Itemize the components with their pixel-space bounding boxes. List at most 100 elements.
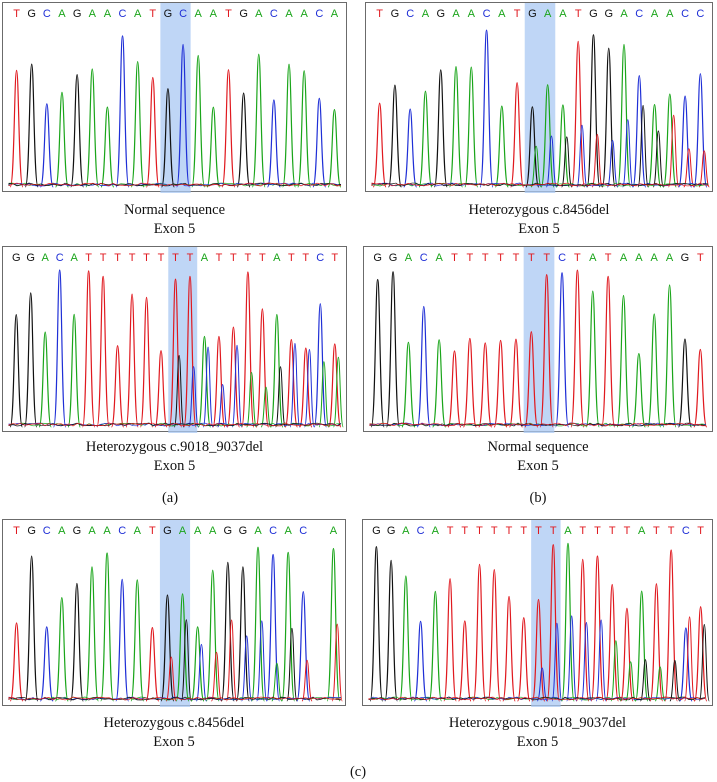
secondary-peak-C-13 <box>202 346 214 428</box>
base-call-T-12: T <box>550 525 557 537</box>
caption-line-2: Exon 5 <box>516 734 559 750</box>
caption-het-9018del-middle-left: Heterozygous c.9018_9037del Exon 5 <box>2 438 347 476</box>
base-call-A-11: A <box>179 525 187 537</box>
secondary-peak-G-17 <box>637 105 649 188</box>
base-call-A-18: A <box>273 252 281 264</box>
peak-C-17 <box>266 553 281 702</box>
base-call-T-16: T <box>245 252 252 264</box>
peak-C-17 <box>632 75 647 188</box>
secondary-peak-A-17 <box>260 386 272 428</box>
peak-A-13 <box>561 542 575 702</box>
caption-line-2: Exon 5 <box>153 734 195 750</box>
baseline-noise-T <box>371 182 709 187</box>
peak-T-17 <box>255 308 270 428</box>
peak-T-14 <box>221 69 236 188</box>
peak-T-7 <box>478 342 493 428</box>
peak-G-1 <box>24 555 39 702</box>
base-call-T-11: T <box>535 525 542 537</box>
peak-C-20 <box>312 97 327 188</box>
base-call-A-2: A <box>42 252 50 264</box>
base-call-C-3: C <box>420 252 428 264</box>
peak-T-13 <box>571 40 586 188</box>
peak-G-0 <box>9 313 23 428</box>
peak-C-2 <box>39 103 54 188</box>
caption-line-1: Heterozygous c.8456del <box>103 715 245 731</box>
peak-T-9 <box>502 595 516 702</box>
peak-A-18 <box>282 63 296 188</box>
peak-A-3 <box>418 90 433 188</box>
caption-line-1: Normal sequence <box>123 202 226 218</box>
base-call-A-13: A <box>209 525 217 537</box>
secondary-peak-G-18 <box>275 366 286 428</box>
base-call-T-7: T <box>476 525 483 537</box>
peak-G-4 <box>433 69 448 188</box>
caption-het-8456del-top-right: Heterozygous c.8456del Exon 5 <box>365 201 713 239</box>
peak-C-7 <box>479 29 494 188</box>
base-call-G-15: G <box>239 525 248 537</box>
base-call-G-1: G <box>389 252 398 264</box>
peak-A-16 <box>616 43 632 188</box>
peak-T-10 <box>516 617 531 702</box>
secondary-peak-C-15 <box>606 139 619 188</box>
secondary-peak-T-21 <box>698 150 710 188</box>
peak-A-21 <box>326 547 341 702</box>
peak-T-12 <box>183 275 197 428</box>
base-call-A-4: A <box>435 252 443 264</box>
peak-G-10 <box>160 594 175 702</box>
secondary-peak-C-15 <box>241 635 253 702</box>
base-call-T-19: T <box>653 525 660 537</box>
secondary-peak-G-20 <box>669 659 681 702</box>
group-label-a: (a) <box>161 490 179 506</box>
base-call-C-2: C <box>43 525 51 537</box>
peak-T-22 <box>328 343 342 428</box>
peak-T-20 <box>664 549 678 702</box>
secondary-peak-C-16 <box>622 119 634 188</box>
peak-G-1 <box>387 84 402 188</box>
base-call-A-6: A <box>468 8 476 20</box>
base-call-A-12: A <box>195 8 203 20</box>
base-call-T-8: T <box>497 252 504 264</box>
base-call-T-13: T <box>575 8 582 20</box>
baseline-noise-G <box>8 182 342 187</box>
base-call-A-16: A <box>255 8 263 20</box>
secondary-peak-G-18 <box>639 659 651 702</box>
base-call-C-21: C <box>316 252 324 264</box>
peak-A-13 <box>205 569 220 702</box>
highlight-region <box>159 520 191 707</box>
secondary-peak-G-11 <box>173 354 185 428</box>
base-call-G-10: G <box>528 8 537 20</box>
peak-T-7 <box>472 563 487 702</box>
peak-G-10 <box>525 106 540 188</box>
secondary-peak-C-14 <box>580 622 592 702</box>
peak-T-0 <box>372 102 387 188</box>
secondary-peak-G-18 <box>652 130 664 188</box>
base-call-A-5: A <box>452 8 460 20</box>
base-call-A-18: A <box>638 525 646 537</box>
peak-T-13 <box>570 269 585 428</box>
peak-T-5 <box>443 578 457 702</box>
secondary-peak-A-17 <box>625 661 637 702</box>
baseline-noise-G <box>8 422 342 427</box>
peak-C-7 <box>115 35 130 188</box>
baseline-noise-T <box>8 182 342 187</box>
secondary-peak-T-21 <box>684 616 696 702</box>
peak-C-2 <box>39 626 54 702</box>
base-call-C-11: C <box>179 8 187 20</box>
base-call-G-4: G <box>436 8 445 20</box>
base-call-G-4: G <box>73 525 82 537</box>
base-call-A-19: A <box>666 252 674 264</box>
peak-G-15 <box>235 566 250 702</box>
peak-A-6 <box>100 106 115 188</box>
base-call-G-0: G <box>373 252 382 264</box>
peak-T-11 <box>539 273 554 428</box>
peak-T-5 <box>447 350 462 428</box>
base-call-C-20: C <box>315 8 323 20</box>
peak-G-0 <box>369 545 384 702</box>
peak-A-21 <box>327 109 342 188</box>
peak-A-18 <box>281 551 296 702</box>
base-call-T-7: T <box>114 252 121 264</box>
